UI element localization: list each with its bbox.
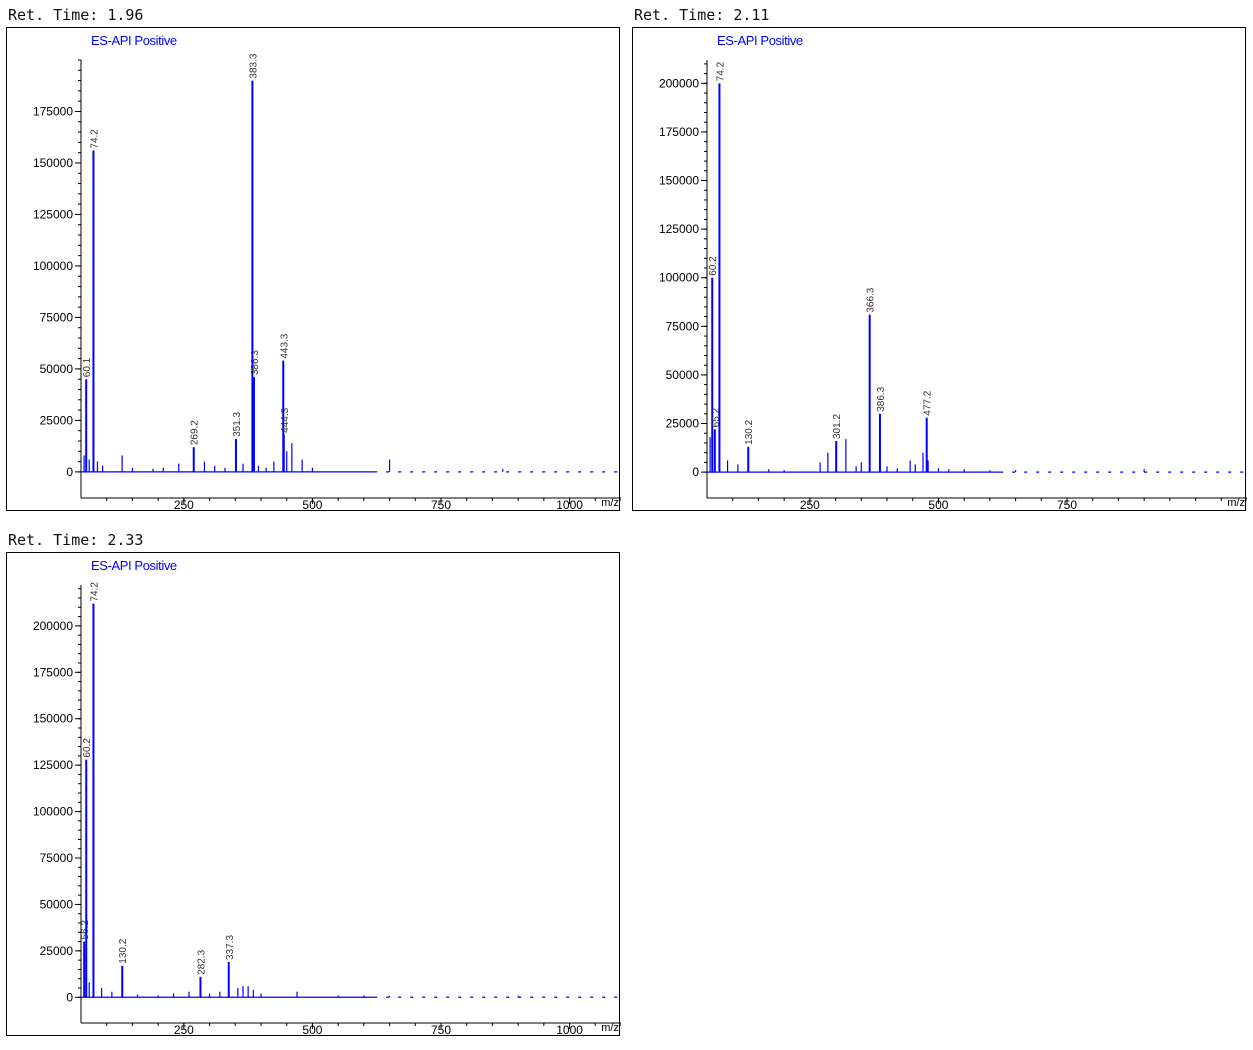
spectrum-panel-2: Ret. Time: 2.11 0 25000 50000 75000 100000 12… bbox=[626, 0, 1252, 525]
peak-label: 74.2 bbox=[89, 129, 100, 149]
x-tick-label: 1000 bbox=[556, 1023, 583, 1037]
y-tick-label: 175000 bbox=[659, 125, 699, 139]
peak-label: 60.2 bbox=[82, 738, 93, 758]
peak-label: 74.2 bbox=[715, 61, 726, 81]
peak-label: 74.2 bbox=[89, 582, 100, 602]
y-tick-label: 100000 bbox=[33, 259, 73, 273]
y-tick-label: 50000 bbox=[40, 897, 74, 911]
ionization-mode-label: ES-API Positive bbox=[717, 33, 803, 48]
y-tick-label: 125000 bbox=[33, 207, 73, 221]
peak-label: 386.3 bbox=[876, 386, 887, 411]
peak-label: 301.2 bbox=[832, 414, 843, 439]
y-tick-label: 175000 bbox=[33, 104, 73, 118]
peak-label: 60.2 bbox=[708, 256, 719, 276]
y-tick-label: 100000 bbox=[659, 271, 699, 285]
y-tick-label: 150000 bbox=[33, 712, 73, 726]
x-tick-label: 250 bbox=[174, 498, 194, 512]
y-tick-label: 25000 bbox=[40, 944, 74, 958]
spectrum-plot: 0 25000 50000 75000 100000 125000 150000 175000… bbox=[33, 53, 621, 512]
x-tick-label: 250 bbox=[800, 498, 820, 512]
peak-label: 60.1 bbox=[82, 357, 93, 377]
x-tick-label: 750 bbox=[1057, 498, 1077, 512]
peak-label: 443.3 bbox=[279, 333, 290, 358]
y-tick-label: 25000 bbox=[666, 417, 700, 431]
retention-time-label: Ret. Time: 2.33 bbox=[8, 531, 144, 549]
y-tick-label: 175000 bbox=[33, 665, 73, 679]
x-tick-label: 1000 bbox=[556, 498, 583, 512]
retention-time-label: Ret. Time: 1.96 bbox=[8, 6, 144, 24]
y-tick-label: 75000 bbox=[40, 851, 74, 865]
y-tick-label: 200000 bbox=[659, 76, 699, 90]
peak-label: 444.3 bbox=[280, 407, 291, 432]
x-tick-label: 250 bbox=[174, 1023, 194, 1037]
x-tick-label: 500 bbox=[302, 498, 322, 512]
y-tick-label: 0 bbox=[66, 990, 73, 1004]
spectrum-plot: 0 25000 50000 75000 100000 125000 150000 175000… bbox=[659, 60, 1247, 512]
ionization-mode-label: ES-API Positive bbox=[91, 558, 177, 573]
x-axis-label: m/z bbox=[601, 497, 619, 509]
peak-label: 269.2 bbox=[190, 420, 201, 445]
peak-label: 65.2 bbox=[711, 407, 722, 427]
y-tick-label: 0 bbox=[66, 465, 73, 479]
peak-label: 282.3 bbox=[196, 949, 207, 974]
y-tick-label: 25000 bbox=[40, 413, 74, 427]
spectrum-panel-3: Ret. Time: 2.33 0 25000 50000 75000 100000 12… bbox=[0, 525, 626, 1050]
retention-time-label: Ret. Time: 2.11 bbox=[634, 6, 770, 24]
ionization-mode-label: ES-API Positive bbox=[91, 33, 177, 48]
peak-label: 477.2 bbox=[923, 390, 934, 415]
y-tick-label: 0 bbox=[692, 465, 699, 479]
peak-label: 383.3 bbox=[248, 53, 259, 78]
spectrum-plot-frame: 0 25000 50000 75000 100000 125000 150000 175000… bbox=[6, 27, 621, 512]
x-tick-label: 500 bbox=[928, 498, 948, 512]
spectrum-panel-1: Ret. Time: 1.96 0 25000 50000 75000 100000 12… bbox=[0, 0, 626, 525]
spectrum-plot-frame: 0 25000 50000 75000 100000 125000 150000 175000… bbox=[6, 552, 621, 1037]
peak-label: 386.3 bbox=[250, 350, 261, 375]
y-tick-label: 50000 bbox=[666, 368, 700, 382]
x-tick-label: 750 bbox=[431, 1023, 451, 1037]
x-tick-label: 500 bbox=[302, 1023, 322, 1037]
y-tick-label: 150000 bbox=[33, 156, 73, 170]
y-tick-label: 150000 bbox=[659, 174, 699, 188]
peak-label: 366.3 bbox=[866, 287, 877, 312]
y-tick-label: 200000 bbox=[33, 619, 73, 633]
peak-label: 351.3 bbox=[232, 411, 243, 436]
spectrum-plot: 0 25000 50000 75000 100000 125000 150000 175000… bbox=[33, 582, 621, 1037]
y-tick-label: 75000 bbox=[666, 319, 700, 333]
y-tick-label: 100000 bbox=[33, 805, 73, 819]
peak-label: 130.2 bbox=[744, 419, 755, 444]
y-tick-label: 125000 bbox=[659, 222, 699, 236]
y-tick-label: 125000 bbox=[33, 758, 73, 772]
spectrum-plot-frame: 0 25000 50000 75000 100000 125000 150000 175000… bbox=[632, 27, 1247, 512]
peak-label: 337.3 bbox=[225, 935, 236, 960]
peak-label: 130.2 bbox=[118, 938, 129, 963]
y-tick-label: 50000 bbox=[40, 362, 74, 376]
y-tick-label: 75000 bbox=[40, 310, 74, 324]
x-tick-label: 750 bbox=[431, 498, 451, 512]
x-axis-label: m/z bbox=[1227, 497, 1245, 509]
x-axis-label: m/z bbox=[601, 1022, 619, 1034]
